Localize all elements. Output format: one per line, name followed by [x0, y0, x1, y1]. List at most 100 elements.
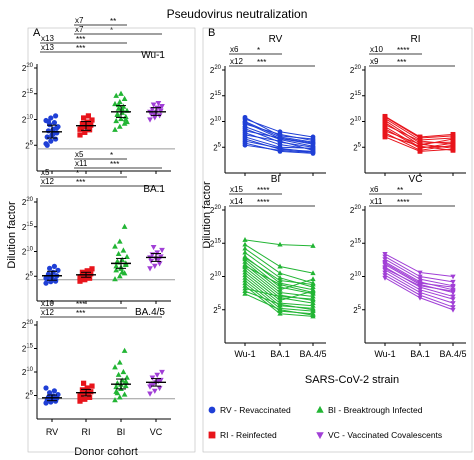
data-point-vc — [417, 270, 423, 276]
x-category-label: RV — [46, 427, 58, 437]
data-point-ri — [81, 380, 87, 386]
data-point-rv — [53, 113, 59, 119]
x-category-label: BA.4/5 — [439, 349, 466, 359]
data-point-bi — [121, 391, 128, 397]
chart-a-ba-4-5: 25 210 215 220 BA.4/5 x10 *** x12 *** RV RI BI VC — [22, 299, 175, 437]
y-tick-label: 210 — [350, 117, 362, 127]
data-point-ri — [450, 136, 456, 142]
significance-stars: * — [110, 26, 113, 35]
data-point-rv — [54, 125, 60, 131]
significance-stars: **** — [257, 186, 269, 195]
data-point-bi — [112, 100, 118, 107]
data-point-rv — [242, 114, 248, 120]
legend-label-rv: RV - Revaccinated — [220, 405, 291, 415]
data-point-bi — [310, 306, 316, 312]
data-point-ri — [450, 146, 456, 152]
data-point-rv — [242, 142, 248, 148]
data-point-bi — [310, 289, 316, 295]
x-category-label: BA.4/5 — [299, 349, 326, 359]
data-point-ri — [77, 398, 83, 404]
data-point-vc — [450, 274, 456, 280]
data-point-rv — [55, 267, 61, 273]
x-category-label: BA.1 — [410, 349, 430, 359]
fold-change-label: x12 — [230, 57, 243, 66]
data-point-bi — [242, 280, 248, 286]
panel-a-letter: A — [33, 27, 41, 39]
data-point-bi — [242, 266, 248, 272]
fold-change-label: x7 — [75, 16, 84, 25]
fold-change-label: x10 — [370, 45, 383, 54]
subplot-title: RV — [269, 34, 283, 45]
chart-a-wu-1: 25 210 215 220 Wu-1 x7 ** x7 * x13 *** x13 *** — [22, 16, 175, 174]
y-tick-label: 25 — [353, 142, 361, 152]
data-point-ri — [382, 114, 388, 120]
data-point-bi — [277, 289, 283, 295]
subplot-title: RI — [411, 34, 421, 45]
data-point-rv — [43, 275, 49, 281]
y-tick-label: 220 — [350, 205, 362, 215]
x-category-label: RI — [82, 427, 91, 437]
y-tick-label: 215 — [350, 91, 362, 101]
data-point-ri — [84, 268, 90, 274]
data-point-bi — [121, 120, 128, 126]
data-point-bi — [119, 256, 126, 262]
data-point-rv — [48, 138, 54, 144]
data-point-ri — [87, 121, 93, 127]
data-point-rv — [43, 385, 49, 391]
subplot-title: BI — [271, 174, 280, 185]
data-point-rv — [53, 278, 59, 284]
y-tick-label: 220 — [210, 65, 222, 75]
data-point-bi — [242, 237, 248, 242]
data-point-bi — [277, 263, 283, 269]
y-tick-label: 25 — [25, 271, 33, 281]
legend-label-bi: BI - Breaktrough Infected — [328, 405, 423, 415]
data-point-bi — [116, 238, 123, 244]
data-point-vc — [155, 378, 162, 385]
data-point-rv — [310, 136, 316, 142]
data-point-vc — [382, 254, 388, 260]
data-point-bi — [310, 243, 316, 248]
data-point-vc — [156, 385, 163, 392]
y-tick-label: 210 — [210, 272, 222, 282]
data-point-bi — [121, 347, 128, 353]
y-tick-label: 215 — [22, 344, 34, 354]
data-point-ri — [81, 273, 87, 279]
data-point-rv — [51, 263, 58, 269]
data-point-vc — [382, 261, 388, 267]
data-point-bi — [277, 241, 283, 247]
data-point-bi — [113, 117, 120, 124]
significance-stars: *** — [397, 58, 406, 67]
data-point-bi — [119, 269, 126, 275]
data-point-rv — [47, 390, 53, 396]
fold-change-label: x10 — [41, 299, 54, 308]
legend: RV - Revaccinated BI - Breaktrough Infect… — [208, 405, 442, 440]
y-tick-label: 210 — [210, 117, 222, 127]
data-point-bi — [121, 95, 128, 101]
chart-b-bi: BI 25 210 215 220 x15 **** x14 **** Wu-1 BA.1 BA.4/… — [210, 174, 327, 359]
data-point-bi — [242, 241, 248, 247]
panel-b-letter: B — [208, 27, 215, 39]
x-category-label: Wu-1 — [374, 349, 395, 359]
data-point-bi — [277, 277, 283, 283]
data-point-ri — [382, 134, 388, 140]
data-point-vc — [147, 117, 153, 123]
data-point-vc — [147, 266, 153, 272]
data-point-bi — [116, 394, 123, 400]
data-point-bi — [277, 293, 283, 299]
legend-marker-ri — [208, 431, 216, 439]
data-point-vc — [417, 274, 423, 280]
data-point-rv — [51, 388, 58, 394]
fold-change-label: x12 — [41, 177, 54, 186]
data-point-bi — [277, 270, 283, 276]
data-point-bi — [124, 118, 130, 125]
data-point-bi — [116, 98, 123, 105]
data-point-vc — [417, 290, 423, 296]
data-point-ri — [450, 133, 456, 139]
data-point-vc — [159, 247, 165, 254]
data-point-ri — [417, 135, 423, 141]
fold-change-label: x15 — [230, 185, 243, 194]
data-point-bi — [277, 310, 283, 316]
data-point-bi — [113, 92, 120, 98]
